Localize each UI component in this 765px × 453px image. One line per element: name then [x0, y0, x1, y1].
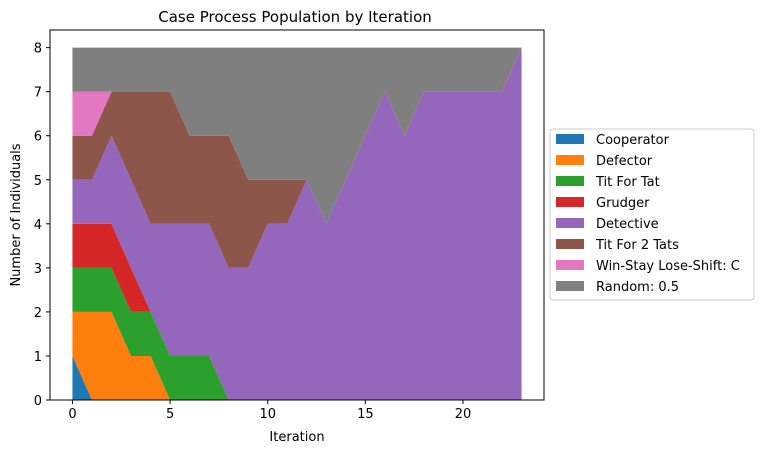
- area-tit-for-2-tats: [72, 47, 522, 268]
- x-tick-label: 10: [259, 407, 276, 422]
- area-tit-for-tat: [72, 267, 522, 400]
- y-tick-label: 6: [34, 130, 42, 145]
- legend-label-cooperator: Cooperator: [596, 133, 670, 148]
- legend-swatch-tit-for-2-tats: [556, 239, 584, 249]
- legend-swatch-cooperator: [556, 134, 584, 144]
- y-tick-label: 3: [34, 262, 42, 277]
- legend-swatch-random-0-5: [556, 281, 584, 291]
- legend-label-tit-for-2-tats: Tit For 2 Tats: [595, 238, 679, 253]
- area-random-0-5: [72, 47, 522, 224]
- y-tick-label: 2: [34, 306, 42, 321]
- legend-frame: [549, 128, 755, 301]
- legend-label-detective: Detective: [596, 217, 659, 232]
- legend: Cooperator Defector Tit For Tat Grudger Dete…: [549, 128, 755, 301]
- legend-label-win-stay-lose-shift-c: Win-Stay Lose-Shift: C: [596, 259, 740, 274]
- legend-label-random-0-5: Random: 0.5: [596, 280, 679, 295]
- chart-title: Case Process Population by Iteration: [158, 8, 432, 26]
- area-layers: [72, 47, 522, 401]
- legend-label-defector: Defector: [596, 154, 653, 169]
- area-grudger: [72, 223, 522, 400]
- y-tick-label: 5: [34, 174, 42, 189]
- y-tick-label: 1: [34, 350, 42, 365]
- y-tick-label: 0: [34, 394, 42, 409]
- plot-frame: [49, 29, 545, 401]
- legend-label-grudger: Grudger: [596, 196, 650, 211]
- y-axis-label: Number of Individuals: [9, 143, 24, 286]
- legend-swatch-win-stay-lose-shift-c: [556, 260, 584, 270]
- y-tick-label: 8: [34, 42, 42, 57]
- legend-swatch-grudger: [556, 197, 584, 207]
- x-tick-label: 0: [68, 407, 76, 422]
- area-detective: [72, 47, 522, 401]
- area-defector: [72, 311, 522, 400]
- y-tick-label: 4: [34, 218, 42, 233]
- legend-label-tit-for-tat: Tit For Tat: [595, 175, 660, 190]
- x-axis-ticks: 0 5 10 15 20: [68, 400, 471, 422]
- y-tick-label: 7: [34, 86, 42, 101]
- legend-swatch-detective: [556, 218, 584, 228]
- x-tick-label: 15: [357, 407, 374, 422]
- x-tick-label: 5: [166, 407, 174, 422]
- legend-swatch-defector: [556, 155, 584, 165]
- legend-swatch-tit-for-tat: [556, 176, 584, 186]
- x-axis-label: Iteration: [269, 430, 324, 445]
- y-axis-ticks: 0 1 2 3 4 5 6 7 8: [34, 42, 50, 409]
- x-tick-label: 20: [455, 407, 472, 422]
